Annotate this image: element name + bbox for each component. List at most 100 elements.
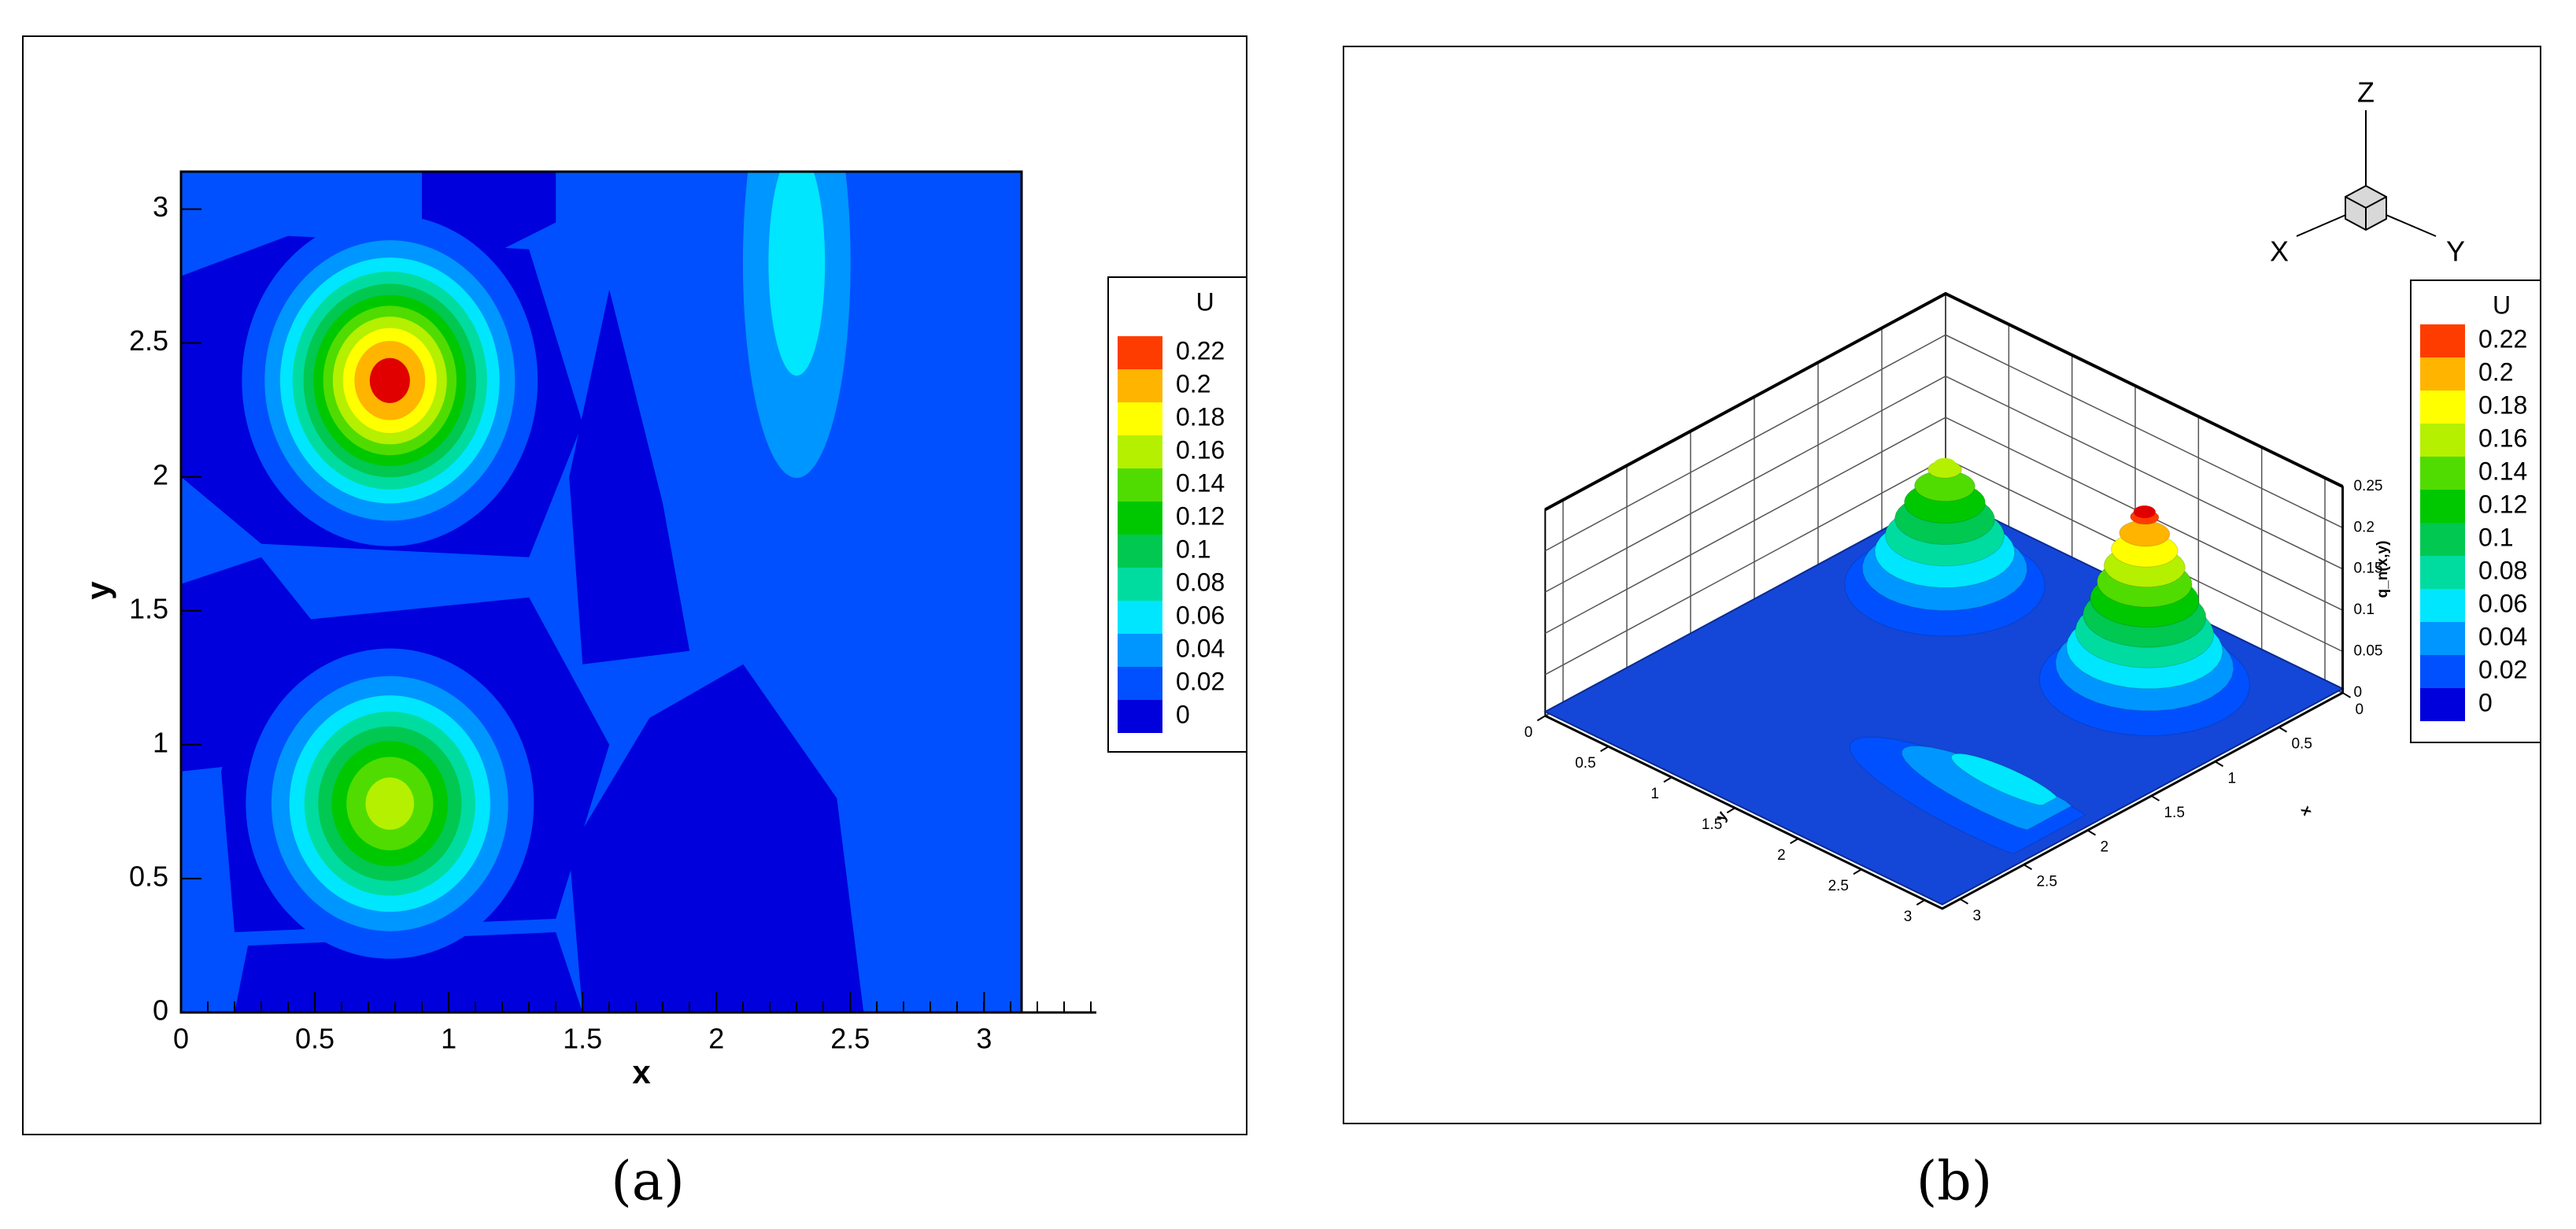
colorbar-label: 0 [1176, 700, 1190, 728]
colorbar-swatch [1118, 535, 1162, 568]
colorbar-label: 0.12 [2478, 490, 2527, 518]
colorbar-label: 0.1 [2478, 523, 2513, 551]
peak-top [1933, 457, 1956, 471]
colorbar-swatch [2420, 457, 2465, 490]
y-tick-label: 2 [153, 458, 168, 490]
z-tick-label: 0.1 [2353, 602, 2374, 618]
colorbar-swatch [2420, 391, 2465, 424]
y-tick-label: 2.5 [1828, 878, 1849, 894]
x-tick-label: 3 [976, 1023, 992, 1055]
y-tick-label: 1 [153, 726, 168, 758]
x-tick [2150, 795, 2160, 801]
colorbar-swatch [1118, 568, 1162, 601]
x-tick-label: 0.5 [2291, 736, 2312, 753]
y-tick [1726, 807, 1735, 814]
y-tick-label: 0.5 [129, 860, 168, 892]
colorbar-label: 0 [2478, 688, 2493, 716]
y-axis-label: y [79, 581, 116, 600]
colorbar-swatch [2420, 688, 2465, 721]
x-tick-label: 2 [708, 1023, 724, 1055]
wall-edge [1544, 291, 2344, 511]
y-tick [1916, 899, 1925, 906]
y-tick-label: 0 [1525, 724, 1533, 741]
colorbar-label: 0.06 [1176, 601, 1225, 629]
colorbar-title: U [1196, 287, 1214, 316]
x-axis-label: x [2297, 803, 2316, 819]
x-tick-label: 0.5 [295, 1023, 334, 1055]
colorbar-swatch [2420, 490, 2465, 523]
x-tick [2086, 829, 2097, 836]
colorbar-swatch [1118, 502, 1162, 535]
y-tick-label: 0.5 [1575, 755, 1595, 772]
colorbar-label: 0.22 [2478, 324, 2527, 353]
z-tick-label: 0.2 [2353, 519, 2374, 535]
peak-top [1995, 768, 2018, 782]
z-axis-label: q_n(x,y) [2375, 541, 2391, 598]
triad-label: X [2270, 235, 2289, 268]
colorbar-swatch [2420, 357, 2465, 391]
z-tick-label: 0.25 [2353, 478, 2382, 494]
x-tick-label: 1.5 [2164, 805, 2184, 821]
x-tick-label: 2 [2100, 839, 2108, 856]
peak-top [781, 202, 812, 324]
x-tick-label: 2.5 [830, 1023, 870, 1055]
x-tick-label: 0 [173, 1023, 189, 1055]
colorbar-label: 0.14 [1176, 468, 1225, 497]
x-tick-label: 0 [2355, 701, 2363, 718]
axes: 0 0.5 1 1.5 2 2.5 3 0 0.5 1 1.5 2 2.5 3 x y [79, 170, 1096, 1090]
colorbar-label: 0.2 [2478, 357, 2513, 386]
colorbar-label: 0.02 [2478, 655, 2527, 683]
y-tick-label: 1.5 [1702, 816, 1722, 833]
colorbar-swatch [2420, 523, 2465, 556]
z-tick-label: 0.05 [2353, 643, 2382, 660]
colorbar-label: 0.18 [2478, 391, 2527, 419]
colorbar-swatch [2420, 589, 2465, 622]
colorbar-swatch [1118, 601, 1162, 634]
x-tick-label: 1.5 [563, 1023, 602, 1055]
y-tick [1853, 868, 1862, 875]
contour-band [569, 664, 864, 1012]
colorbar-label: 0.04 [2478, 622, 2527, 650]
x-tick-label: 1 [441, 1023, 456, 1055]
triad-label: Z [2357, 76, 2375, 109]
axis-line [1544, 691, 2344, 910]
colorbar-label: 0.08 [1176, 568, 1225, 596]
colorbar-swatch [1118, 667, 1162, 700]
surface-band [1914, 470, 1975, 502]
y-tick-label: 3 [1904, 909, 1913, 925]
x-tick-label: 1 [2227, 770, 2236, 787]
colorbar-label: 0.16 [2478, 424, 2527, 452]
colorbar-label: 0.16 [1176, 435, 1225, 464]
colorbar-label: 0.06 [2478, 589, 2527, 617]
contour-band [569, 289, 690, 664]
colorbar-swatch [2420, 655, 2465, 688]
y-tick-label: 1 [1650, 786, 1659, 802]
x-tick-label: 3 [1972, 908, 1981, 924]
colorbar-label: 0.02 [1176, 667, 1225, 695]
colorbar-label: 0.18 [1176, 402, 1225, 431]
surface-band [2119, 520, 2171, 547]
colorbar-swatch [2420, 556, 2465, 589]
grid-line [1544, 375, 2343, 593]
peak-top [2133, 505, 2156, 519]
colorbar-label: 0.14 [2478, 457, 2527, 485]
colorbar-swatch [1118, 435, 1162, 468]
colorbar-label: 0.04 [1176, 634, 1225, 662]
y-tick-label: 2 [1777, 847, 1786, 864]
colorbar-swatch [2420, 324, 2465, 357]
y-tick-label: 1.5 [129, 592, 168, 624]
colorbar-swatch [1118, 336, 1162, 369]
colorbar-label: 0.2 [1176, 369, 1210, 398]
x-tick [2214, 761, 2224, 768]
peak-top [368, 781, 411, 827]
colorbar-swatch [2420, 424, 2465, 457]
colorbar-label: 0.22 [1176, 336, 1225, 365]
x-axis-label: x [632, 1053, 651, 1090]
colorbar-swatch [1118, 402, 1162, 435]
x-tick-label: 2.5 [2036, 873, 2057, 890]
contour-band [235, 932, 583, 1012]
colorbar-title: U [2493, 291, 2511, 319]
x-tick [2341, 692, 2352, 698]
triad-label: Y [2446, 235, 2465, 268]
